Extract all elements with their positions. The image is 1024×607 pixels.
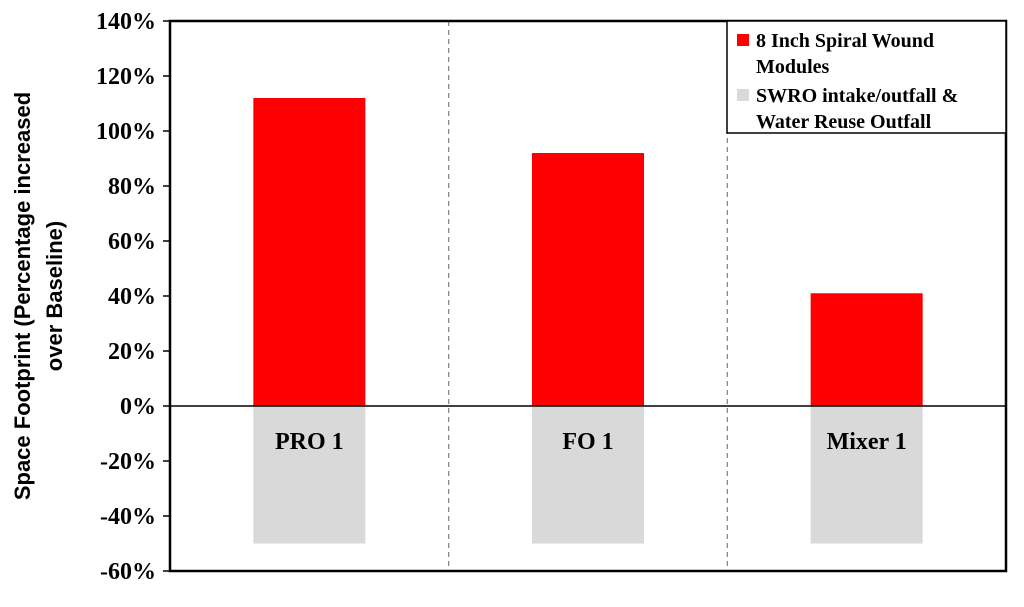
category-label: Mixer 1 bbox=[827, 429, 907, 455]
bar-series1-pro-1 bbox=[253, 98, 366, 406]
bar-series2-pro-1 bbox=[253, 406, 366, 544]
y-tick-label: -40% bbox=[100, 504, 156, 530]
y-tick-label: 100% bbox=[96, 119, 156, 145]
bar-series1-mixer-1 bbox=[810, 293, 923, 406]
legend-swatch-2 bbox=[737, 89, 749, 101]
y-tick-label: 80% bbox=[108, 174, 156, 200]
bar-series1-fo-1 bbox=[532, 153, 644, 406]
legend-label-2: SWRO intake/outfall & bbox=[756, 85, 958, 107]
category-label: PRO 1 bbox=[275, 429, 344, 455]
legend-label-1: 8 Inch Spiral Wound bbox=[756, 30, 934, 52]
y-tick-label: 0% bbox=[120, 394, 156, 420]
y-tick-label: -20% bbox=[100, 449, 156, 475]
y-tick-label: 60% bbox=[108, 229, 156, 255]
y-tick-label: 20% bbox=[108, 339, 156, 365]
category-label: FO 1 bbox=[562, 429, 613, 455]
legend-label-2: Water Reuse Outfall bbox=[756, 111, 932, 133]
legend-swatch-1 bbox=[737, 34, 749, 46]
bar-series2-fo-1 bbox=[532, 406, 644, 544]
y-tick-label: -60% bbox=[100, 559, 156, 585]
y-axis-label: over Baseline) bbox=[42, 221, 67, 371]
plot-border bbox=[168, 19, 1008, 573]
y-tick-label: 140% bbox=[96, 9, 156, 35]
y-tick-label: 120% bbox=[96, 64, 156, 90]
bar-series2-mixer-1 bbox=[810, 406, 923, 544]
legend-label-1: Modules bbox=[756, 56, 830, 78]
legend-box bbox=[726, 20, 1007, 134]
y-axis-label: Space Footprint (Percentage increased bbox=[10, 92, 35, 500]
y-tick-label: 40% bbox=[108, 284, 156, 310]
